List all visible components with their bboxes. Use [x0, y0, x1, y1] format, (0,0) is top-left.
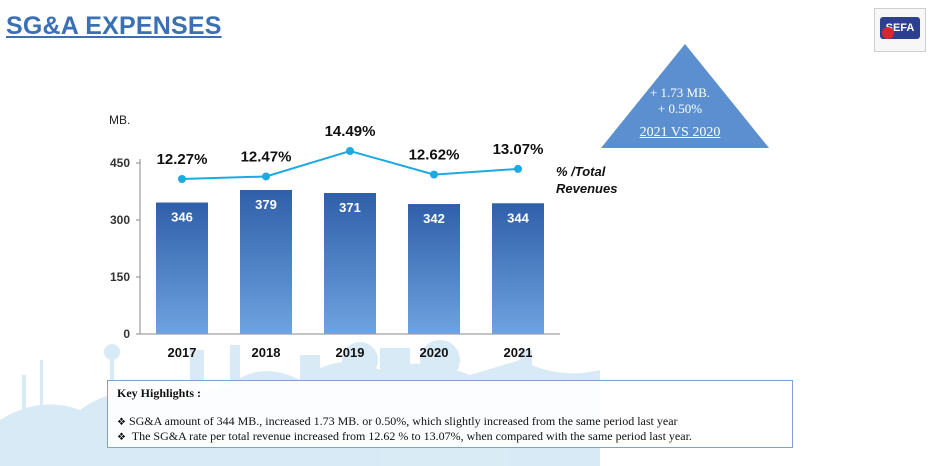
bar-2018 — [240, 189, 292, 334]
percent-line — [181, 149, 519, 180]
x-tick-label: 2018 — [252, 345, 281, 360]
x-tick-label: 2017 — [168, 345, 197, 360]
callout-amount: + 1.73 MB. — [649, 85, 711, 100]
highlight-text: SG&A amount of 344 MB., increased 1.73 M… — [128, 414, 678, 428]
diamond-bullet-icon: ❖ — [117, 417, 126, 428]
percent-point — [430, 170, 438, 179]
key-highlights-box: Key Highlights : ❖ SG&A amount of 344 MB.… — [107, 380, 793, 448]
callout-comparison: 2021 VS 2020 — [639, 125, 721, 140]
company-logo: SEFA — [874, 8, 926, 52]
bar-2019 — [324, 193, 376, 334]
y-tick-label: 300 — [110, 213, 130, 227]
percent-point — [262, 172, 270, 181]
highlight-item: ❖ SG&A amount of 344 MB., increased 1.73 … — [117, 414, 678, 429]
x-tick-label: 2021 — [504, 345, 533, 360]
percent-point — [346, 147, 354, 155]
percent-point — [178, 175, 186, 183]
percent-label: 14.49% — [325, 123, 376, 140]
bar-value-label: 344 — [507, 210, 529, 225]
y-axis-label: MB. — [109, 113, 130, 127]
logo-dot — [882, 27, 894, 39]
percent-label: 12.27% — [157, 151, 208, 168]
bar-2017 — [156, 202, 208, 334]
bar-value-label: 371 — [339, 200, 361, 215]
highlight-item: ❖ The SG&A rate per total revenue increa… — [117, 429, 692, 444]
callout-percent: + 0.50% — [657, 101, 703, 116]
x-tick-label: 2020 — [420, 345, 449, 360]
y-tick-label: 150 — [110, 270, 130, 284]
percent-label: 12.62% — [409, 147, 460, 164]
y-tick-label: 450 — [110, 156, 130, 170]
line-series-name: Revenues — [556, 181, 617, 196]
line-series-name: % /Total — [556, 164, 606, 179]
bar-value-label: 379 — [255, 197, 277, 212]
diamond-bullet-icon: ❖ — [117, 432, 126, 443]
highlights-title: Key Highlights : — [117, 386, 202, 400]
bar-value-label: 346 — [171, 210, 193, 225]
percent-label: 13.07% — [493, 141, 544, 158]
percent-point — [514, 164, 522, 173]
bar-2020 — [408, 204, 460, 334]
bar-value-label: 342 — [423, 211, 445, 226]
x-tick-label: 2019 — [336, 345, 365, 360]
bar-2021 — [492, 203, 544, 334]
highlight-text: The SG&A rate per total revenue increase… — [128, 429, 692, 443]
y-tick-label: 0 — [123, 327, 130, 341]
callout-triangle — [601, 44, 769, 148]
logo-mark: SEFA — [880, 17, 920, 39]
percent-label: 12.47% — [241, 148, 292, 165]
page-title: SG&A EXPENSES — [6, 12, 222, 40]
